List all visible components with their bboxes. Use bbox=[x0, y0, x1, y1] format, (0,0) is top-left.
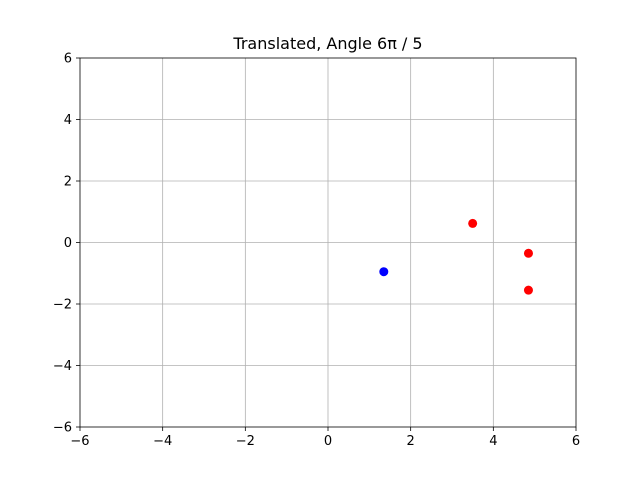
x-tick-label: 2 bbox=[407, 434, 415, 449]
chart-title: Translated, Angle 6π / 5 bbox=[232, 34, 422, 53]
y-tick-label: 6 bbox=[64, 52, 72, 67]
x-tick-label: 6 bbox=[572, 434, 580, 449]
y-tick-label: −4 bbox=[53, 359, 72, 374]
y-tick-label: 0 bbox=[64, 236, 72, 251]
data-point bbox=[523, 285, 533, 295]
data-points bbox=[379, 218, 533, 295]
x-tick-label: 0 bbox=[324, 434, 332, 449]
x-tick-label: 4 bbox=[489, 434, 497, 449]
data-point bbox=[379, 267, 389, 277]
y-tick-label: 2 bbox=[64, 175, 72, 190]
y-tick-label: −6 bbox=[53, 421, 72, 436]
y-tick-label: 4 bbox=[64, 113, 72, 128]
data-point bbox=[468, 218, 478, 228]
axes: −6 −4 −2 0 2 4 6 −6 −4 −2 0 2 4 6 bbox=[53, 52, 580, 450]
grid bbox=[80, 58, 576, 427]
x-tick-label: −2 bbox=[236, 434, 255, 449]
y-tick-label: −2 bbox=[53, 298, 72, 313]
x-tick-label: −4 bbox=[153, 434, 172, 449]
x-tick-label: −6 bbox=[70, 434, 89, 449]
data-point bbox=[523, 248, 533, 258]
